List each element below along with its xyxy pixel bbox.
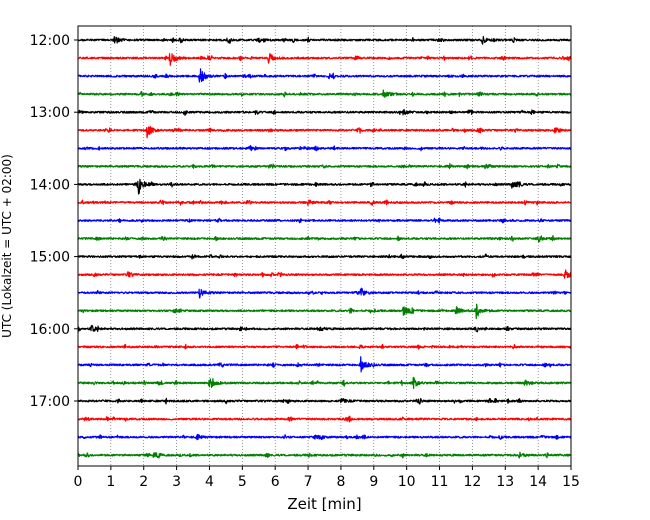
seismic-trace	[77, 53, 572, 66]
seismic-trace	[77, 451, 572, 459]
x-tick-label: 7	[304, 474, 313, 490]
x-tick-label: 15	[562, 474, 580, 490]
x-axis-ticks: 0 1 2 3 4 5 6 7 8 9 10 11 12 13 14 15	[74, 466, 580, 490]
x-tick-label: 5	[238, 474, 247, 490]
x-tick-label: 10	[398, 474, 416, 490]
seismic-trace	[77, 145, 572, 152]
seismic-trace	[77, 397, 572, 405]
y-tick-label: 14:00	[30, 177, 70, 193]
seismic-trace	[77, 235, 572, 243]
x-tick-label: 14	[529, 474, 547, 490]
x-tick-label: 6	[271, 474, 280, 490]
seismic-trace	[77, 89, 572, 98]
x-tick-label: 1	[106, 474, 115, 490]
seismic-trace	[77, 163, 572, 170]
y-axis-ticks: 12:00 13:00 14:00 15:00 16:00 17:00	[30, 33, 78, 410]
x-tick-label: 3	[172, 474, 181, 490]
y-tick-label: 17:00	[30, 394, 70, 410]
seismic-trace	[77, 68, 572, 83]
seismic-trace	[77, 433, 572, 441]
y-tick-label: 13:00	[30, 105, 70, 121]
seismic-trace	[77, 108, 572, 116]
seismic-trace	[77, 35, 572, 45]
seismic-trace	[77, 178, 572, 195]
seismic-trace	[77, 376, 572, 390]
seismic-trace	[77, 303, 572, 320]
seismic-trace	[77, 126, 572, 139]
y-tick-label: 16:00	[30, 322, 70, 338]
seismic-trace	[77, 199, 572, 206]
x-tick-label: 11	[431, 474, 449, 490]
seismic-trace	[77, 287, 572, 299]
seismic-traces	[77, 35, 572, 459]
y-tick-label: 15:00	[30, 250, 70, 266]
seismic-trace	[77, 217, 572, 224]
x-tick-label: 9	[369, 474, 378, 490]
seismic-trace	[77, 343, 572, 350]
seismic-trace	[77, 253, 572, 260]
x-tick-label: 12	[463, 474, 481, 490]
plot-frame	[77, 25, 572, 467]
grid-lines	[110, 26, 539, 466]
x-tick-label: 13	[496, 474, 514, 490]
seismic-trace	[77, 269, 572, 279]
x-axis-label: Zeit [min]	[287, 495, 361, 513]
seismic-trace	[77, 324, 572, 333]
seismic-trace	[77, 356, 572, 373]
x-tick-label: 0	[74, 474, 83, 490]
x-tick-label: 2	[139, 474, 148, 490]
y-tick-label: 12:00	[30, 33, 70, 49]
x-tick-label: 8	[336, 474, 345, 490]
y-axis-label: UTC (Lokalzeit = UTC + 02:00)	[0, 154, 14, 338]
x-tick-label: 4	[205, 474, 214, 490]
seismic-trace	[77, 415, 572, 423]
